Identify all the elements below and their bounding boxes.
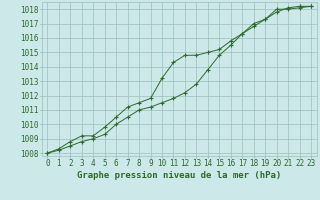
X-axis label: Graphe pression niveau de la mer (hPa): Graphe pression niveau de la mer (hPa) (77, 171, 281, 180)
